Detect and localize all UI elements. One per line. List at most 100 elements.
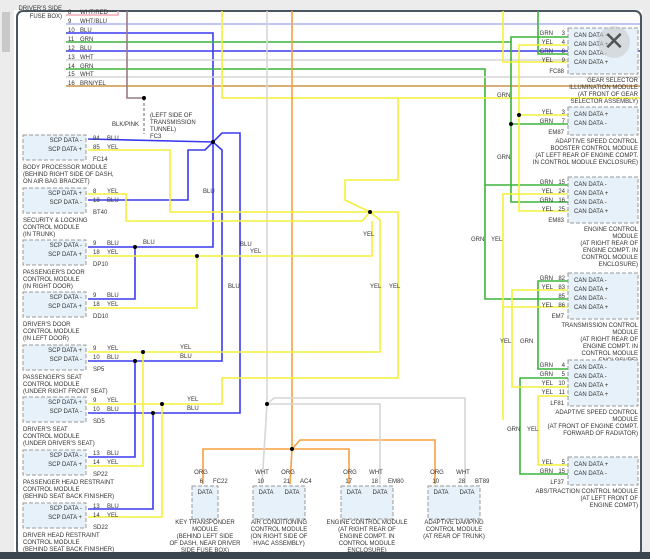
wire-color-label: GRN [540, 180, 553, 186]
wire-grn-14 [66, 68, 568, 186]
scrollbar-thumb[interactable] [2, 12, 10, 52]
pin-number: 9 [562, 58, 566, 64]
wire-color-label: GRN [540, 198, 553, 204]
wire-color-label: WHT [369, 470, 383, 476]
wire-yel-top [221, 11, 640, 99]
wire-color-label: WHT [255, 470, 269, 476]
module-name: IN CONTROL MODULE ENCLOSURE) [533, 160, 638, 166]
wire-color-label: YEL [542, 303, 554, 309]
right-module-box [567, 106, 639, 136]
module-name: (AT RIGHT REAR OF [580, 337, 638, 343]
wire-color-label: BLU [203, 189, 215, 195]
close-button[interactable]: ✕ [598, 26, 630, 58]
pin-signal-label: DATA [258, 490, 273, 496]
wire-color-label: YEL [491, 237, 503, 243]
module-name: CONTROL MODULE [23, 225, 79, 231]
module-name: CONTROL MODULE [582, 255, 638, 261]
module-name: (IN RIGHT DOOR) [23, 284, 73, 290]
pin-number: 4 [562, 40, 566, 46]
connector-id: BT40 [93, 210, 108, 216]
module-name: DRIVER'S SEAT [23, 427, 68, 433]
fuse-wire-color: GRN [80, 37, 93, 43]
module-name: MODULE [612, 417, 638, 423]
wire-color-label: YEL [107, 302, 119, 308]
pin-signal-label: CAN DATA + [574, 209, 609, 215]
wire-color-label: GRN [520, 339, 533, 345]
module-name: ADAPTIVE DAMPING [424, 520, 484, 526]
pin-number: 7 [562, 119, 566, 125]
pin-signal-label: SCP DATA - [50, 295, 82, 301]
pin-number: 10 [558, 381, 565, 387]
fuse-pin-number: 15 [68, 72, 75, 78]
pin-number: 14 [93, 513, 100, 519]
module-name: OF DASH, NEAR DRIVER [169, 541, 241, 547]
bottom-bar [0, 552, 650, 559]
module-name: CONTROL MODULE [23, 487, 79, 493]
module-name: ENGINE COMPT. IN [339, 534, 394, 540]
pin-number: 9 [93, 398, 97, 404]
splice-wire-color: BLK/PINK [112, 122, 139, 128]
pin-signal-label: SCP DATA - [50, 357, 82, 363]
pin-number: 11 [559, 390, 566, 396]
left-module-box [22, 134, 87, 161]
wire [88, 132, 241, 414]
module-name: ADAPTIVE SPEED CONTROL [555, 410, 638, 416]
pin-number: 18 [93, 302, 100, 308]
module-name: SIDE FUSE BOX) [181, 548, 229, 554]
pin-number: 5 [562, 460, 566, 466]
wire-color-label: GRN [540, 363, 553, 369]
pin-signal-label: CAN DATA - [574, 278, 607, 284]
wire-color-label: YEL [107, 250, 119, 256]
wire-color-label: YEL [542, 381, 554, 387]
wire [518, 44, 568, 212]
splice-dot [195, 254, 199, 258]
module-name: KEY TRANSPONDER [175, 520, 235, 526]
wire-color-label: YEL [542, 40, 554, 46]
splice-dot [509, 122, 513, 126]
pin-number: 82 [558, 276, 565, 282]
pin-number: 86 [558, 303, 565, 309]
fuse-pin-number: 12 [68, 46, 75, 52]
pin-number: 10 [432, 479, 439, 485]
connector-id: EM7 [552, 314, 565, 320]
pin-signal-label: SCP DATA + [48, 304, 82, 310]
connector-id: SD22 [93, 525, 109, 531]
splice-id: FC3 [150, 134, 162, 140]
connector-id: SD5 [93, 419, 105, 425]
wire-color-label: BLU [107, 504, 119, 510]
left-scrollbar[interactable] [0, 0, 14, 559]
wire-color-label: YEL [542, 58, 554, 64]
module-name: (IN LEFT DOOR) [23, 336, 69, 342]
splice-location: TUNNEL) [150, 127, 176, 133]
wire [88, 142, 214, 248]
module-name: CONTROL MODULE [23, 382, 79, 388]
wire-color-label: YEL [107, 145, 119, 151]
close-icon: ✕ [603, 27, 625, 57]
module-name: MODULE [612, 234, 638, 240]
left-module-box [22, 396, 87, 423]
module-name: ADAPTIVE SPEED CONTROL [555, 139, 638, 145]
module-name: (BEHIND SEAT BACK FINISHER) [23, 494, 114, 500]
wire [537, 395, 568, 466]
module-name: (AT RIGHT REAR OF [338, 527, 396, 533]
wire [87, 138, 214, 143]
splice-dot [368, 210, 372, 214]
fuse-wire-color: WHT [80, 55, 94, 61]
module-name: CONTROL MODULE [23, 540, 79, 546]
module-name: (BEHIND LEFT SIDE [177, 534, 234, 540]
left-module-box [22, 344, 87, 371]
wire-color-label: YEL [542, 285, 554, 291]
wire-color-label: YEL [180, 345, 192, 351]
connector-id: DD10 [93, 314, 109, 320]
pin-number: 10 [93, 407, 100, 413]
wire-color-label: YEL [107, 460, 119, 466]
pin-number: 8 [93, 189, 97, 195]
wire [88, 211, 399, 405]
wire-color-label: ORG [430, 470, 444, 476]
wire-color-label: YEL [363, 232, 375, 238]
left-module-box [22, 187, 87, 214]
pin-number: 28 [458, 479, 465, 485]
connector-id: EM80 [388, 479, 404, 485]
pin-number: 13 [93, 504, 100, 510]
